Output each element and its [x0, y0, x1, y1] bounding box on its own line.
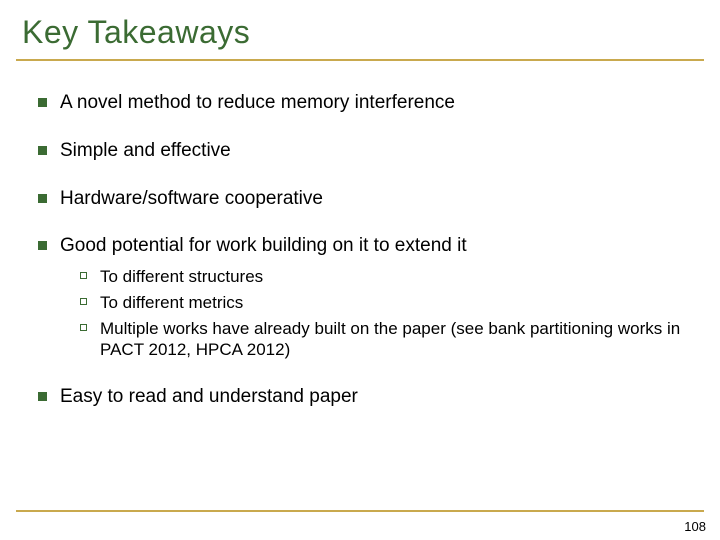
bullet-text: Hardware/software cooperative — [60, 188, 323, 209]
sub-bullet-item: Multiple works have already built on the… — [78, 318, 692, 362]
slide: Key Takeaways A novel method to reduce m… — [0, 0, 720, 540]
sub-bullet-item: To different metrics — [78, 292, 692, 314]
sub-bullet-text: To different structures — [100, 267, 263, 286]
sub-bullet-list: To different structures To different met… — [78, 266, 692, 361]
slide-body: A novel method to reduce memory interfer… — [0, 61, 720, 409]
bottom-rule — [16, 510, 704, 512]
bullet-list: A novel method to reduce memory interfer… — [36, 91, 692, 409]
sub-bullet-text: To different metrics — [100, 293, 243, 312]
bullet-text: Good potential for work building on it t… — [60, 235, 467, 256]
bullet-text: Easy to read and understand paper — [60, 386, 358, 407]
sub-bullet-item: To different structures — [78, 266, 692, 288]
bullet-text: A novel method to reduce memory interfer… — [60, 92, 455, 113]
bullet-item: Good potential for work building on it t… — [36, 234, 692, 361]
slide-title: Key Takeaways — [0, 0, 720, 57]
bullet-item: A novel method to reduce memory interfer… — [36, 91, 692, 115]
bullet-text: Simple and effective — [60, 140, 231, 161]
page-number: 108 — [684, 519, 706, 534]
sub-bullet-text: Multiple works have already built on the… — [100, 319, 680, 360]
bullet-item: Hardware/software cooperative — [36, 187, 692, 211]
bullet-item: Easy to read and understand paper — [36, 385, 692, 409]
bullet-item: Simple and effective — [36, 139, 692, 163]
